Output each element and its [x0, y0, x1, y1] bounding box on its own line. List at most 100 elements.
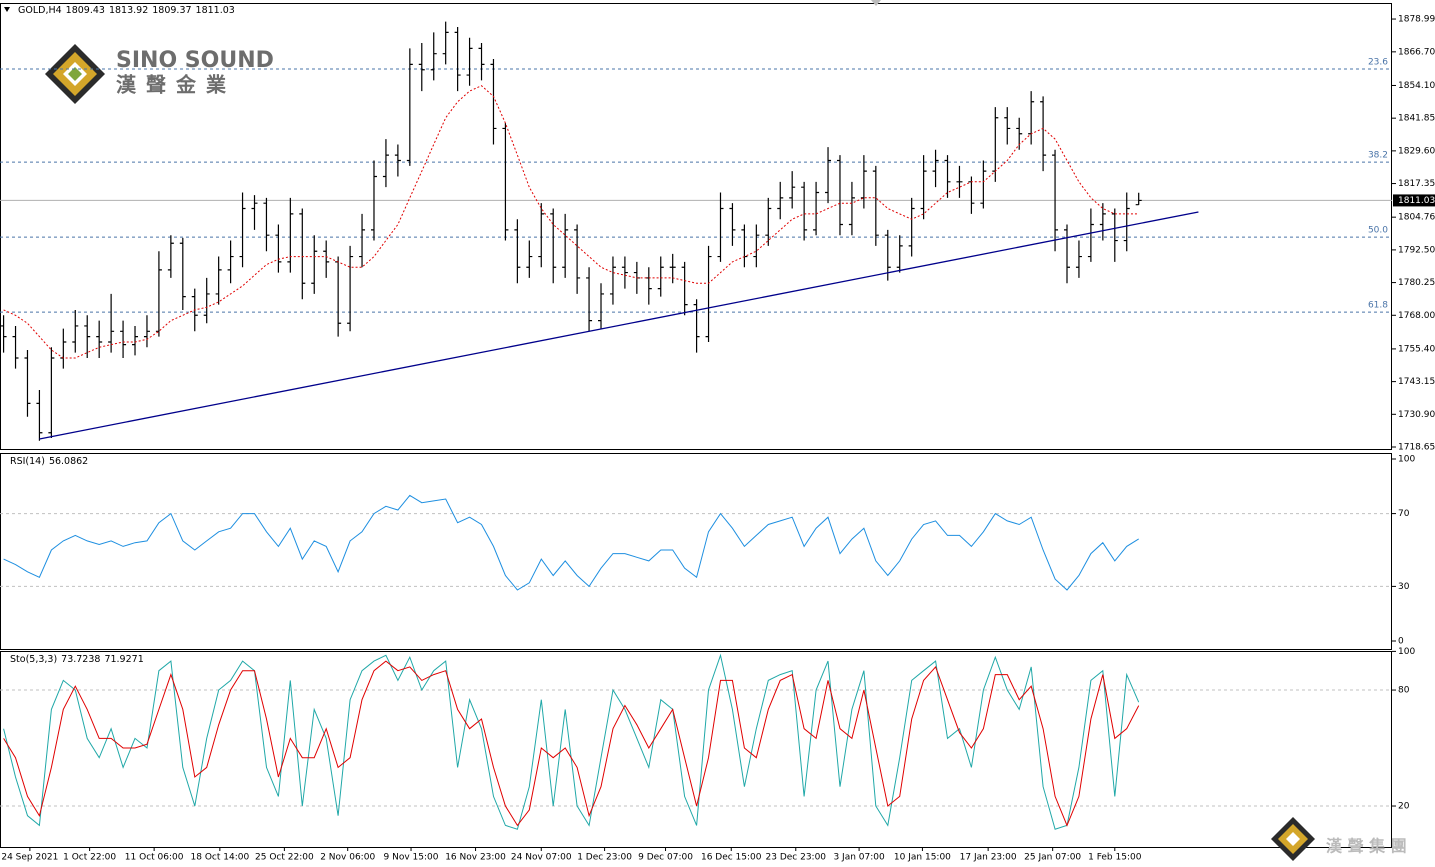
last-price-label: 1811.03 [1398, 196, 1435, 206]
ohlc-bar [598, 283, 605, 329]
ohlc-bar [872, 165, 879, 246]
ohlc-bar [574, 224, 581, 294]
ohlc-bar [215, 256, 222, 305]
ohlc-bar [299, 208, 306, 300]
ohlc-bar [980, 160, 987, 209]
ohlc-bar [418, 43, 425, 92]
y-tick-label: 100 [1398, 647, 1415, 657]
ohlc-bar [825, 147, 832, 204]
ohlc-bar [1111, 208, 1118, 262]
ohlc-bar [251, 195, 258, 230]
y-tick-label: 1854.10 [1398, 81, 1435, 91]
ohlc-bar [562, 213, 569, 278]
x-tick-label: 25 Jan 07:00 [1024, 853, 1081, 863]
ohlc-bar [609, 256, 616, 305]
watermark-text: 漢 聲 集 團 [1326, 837, 1407, 856]
x-tick-label: 24 Nov 07:00 [511, 853, 572, 863]
y-tick-label: 100 [1398, 455, 1415, 465]
brand-chinese: 漢聲金業 [116, 73, 236, 97]
header-high: 1813.92 [109, 5, 148, 16]
ohlc-bar [1099, 203, 1106, 241]
y-tick-label: 1768.00 [1398, 311, 1435, 321]
ohlc-bar [801, 181, 808, 241]
ohlc-bar [96, 320, 103, 358]
ohlc-bar [526, 240, 533, 278]
x-tick-label: 1 Dec 23:00 [577, 853, 632, 863]
ohlc-bar [1135, 192, 1142, 206]
ohlc-bar [896, 235, 903, 273]
panel-header: RSI(14) 56.0862 [10, 456, 88, 467]
x-tick-label: 2 Nov 06:00 [320, 853, 375, 863]
ohlc-bar [287, 197, 294, 273]
ohlc-bar [132, 325, 139, 356]
header-value: 56.0862 [49, 456, 88, 467]
ohlc-bar [657, 256, 664, 297]
ohlc-bar [84, 315, 91, 358]
ohlc-bar [382, 139, 389, 188]
ohlc-bar [0, 315, 7, 353]
ohlc-bar [120, 320, 127, 358]
ohlc-bar [1004, 107, 1011, 145]
ohlc-bar [956, 165, 963, 198]
fib-label: 38.2 [1368, 151, 1388, 161]
ohlc-bar [836, 155, 843, 236]
ohlc-bar [179, 237, 186, 310]
ohlc-bar [72, 309, 79, 353]
ohlc-bar [454, 27, 461, 92]
ohlc-bar [275, 224, 282, 273]
x-tick-label: 9 Dec 07:00 [638, 853, 693, 863]
x-tick-label: 1 Feb 15:00 [1088, 853, 1142, 863]
y-tick-label: 1743.15 [1398, 377, 1435, 387]
ohlc-bar [502, 123, 509, 241]
ohlc-bar [406, 48, 413, 166]
ohlc-bar [753, 224, 760, 268]
ohlc-bar [514, 219, 521, 284]
ohlc-bar [586, 267, 593, 332]
watermark-core [1286, 832, 1300, 846]
ohlc-bar [1075, 240, 1082, 278]
ohlc-bar [323, 240, 330, 278]
ohlc-bar [813, 181, 820, 236]
ohlc-bar [1040, 96, 1047, 172]
ohlc-bar [239, 192, 246, 268]
ohlc-bar [860, 155, 867, 209]
y-tick-label: 1841.85 [1398, 114, 1435, 124]
ohlc-bar [717, 192, 724, 262]
x-tick-label: 11 Oct 06:00 [125, 853, 184, 863]
header-value: 73.7238 [61, 654, 100, 665]
ohlc-bar [394, 144, 401, 177]
ohlc-bar [311, 235, 318, 294]
ohlc-bar [705, 245, 712, 342]
fib-label: 61.8 [1368, 301, 1388, 311]
y-tick-label: 1792.50 [1398, 245, 1435, 255]
fib-label: 23.6 [1368, 58, 1388, 68]
y-tick-label: 70 [1398, 509, 1410, 519]
ohlc-bar [693, 299, 700, 353]
ohlc-bar [621, 256, 628, 289]
x-tick-label: 25 Oct 22:00 [255, 853, 314, 863]
x-tick-label: 18 Oct 14:00 [191, 853, 250, 863]
panel-header: Sto(5,3,3) 73.7238 71.9271 [10, 654, 144, 665]
ohlc-bar [203, 277, 210, 324]
ohlc-bar [24, 349, 31, 417]
x-tick-label: 16 Dec 15:00 [701, 853, 762, 863]
ohlc-bar [370, 160, 377, 241]
trendline [39, 211, 1199, 440]
ohlc-bar [777, 181, 784, 220]
header-close: 1811.03 [196, 5, 235, 16]
panel-title: GOLD,H4 [18, 5, 62, 16]
watermark: 漢 聲 集 團 [1271, 817, 1407, 861]
x-tick-label: 23 Dec 23:00 [766, 853, 827, 863]
ohlc-bar [944, 155, 951, 198]
x-tick-label: 17 Jan 23:00 [960, 853, 1017, 863]
menu-arrow [4, 7, 10, 12]
header-low: 1809.37 [152, 5, 191, 16]
indicator-line [3, 494, 1139, 591]
ohlc-bar [765, 197, 772, 246]
shift-marker [871, 0, 881, 6]
logo-center [68, 67, 82, 81]
x-tick-label: 3 Jan 07:00 [833, 853, 885, 863]
ohlc-bar [490, 59, 497, 145]
ohlc-bar [359, 213, 366, 268]
